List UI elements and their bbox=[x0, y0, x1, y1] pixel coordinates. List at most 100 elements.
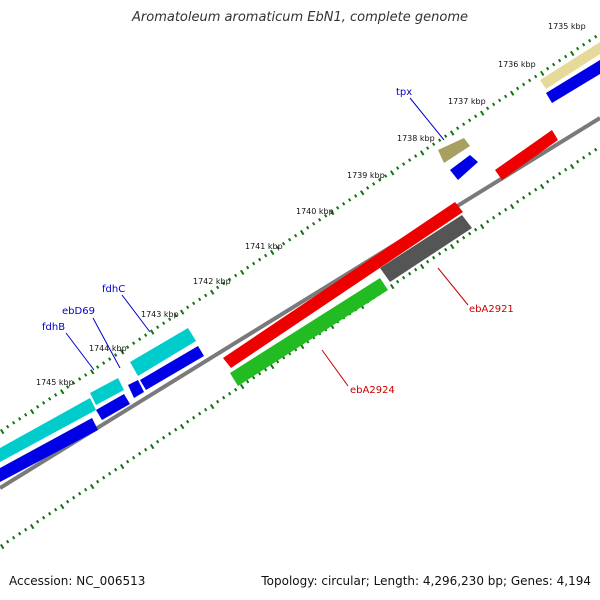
outer-tick bbox=[41, 401, 46, 405]
outer-tick bbox=[594, 34, 598, 39]
ruler-labels: 1735 kbp 1736 kbp 1737 kbp 1738 kbp 1739… bbox=[36, 22, 586, 387]
inner-tick bbox=[480, 223, 485, 230]
feature-red-1738 bbox=[495, 130, 558, 180]
ruler-label-1739: 1739 kbp bbox=[347, 171, 385, 180]
inner-tick bbox=[24, 527, 28, 532]
outer-tick bbox=[402, 162, 406, 166]
inner-tick bbox=[486, 219, 490, 224]
feature-ebD69-cyan bbox=[90, 378, 124, 405]
ruler-label-1741: 1741 kbp bbox=[245, 242, 283, 251]
inner-tick bbox=[521, 195, 526, 200]
outer-tick bbox=[143, 333, 148, 337]
feature-cds-1735-yellow bbox=[540, 42, 600, 89]
inner-tick bbox=[84, 487, 88, 492]
outer-tick bbox=[60, 389, 65, 395]
inner-tick bbox=[461, 235, 466, 240]
outer-tick bbox=[77, 377, 82, 381]
outer-tick bbox=[155, 325, 160, 330]
inner-tick bbox=[270, 363, 275, 370]
inner-tick bbox=[186, 419, 190, 424]
map-title: Aromatoleum aromaticum EbN1, complete ge… bbox=[132, 10, 468, 25]
outer-tick bbox=[432, 142, 436, 146]
outer-tick bbox=[173, 313, 178, 318]
outer-tick bbox=[384, 174, 388, 178]
outer-tick bbox=[336, 206, 340, 210]
inner-tick bbox=[449, 243, 455, 250]
inner-tick bbox=[47, 511, 52, 516]
inner-tick bbox=[41, 515, 46, 520]
inner-tick bbox=[498, 211, 502, 216]
outer-tick bbox=[288, 237, 292, 242]
outer-tick bbox=[468, 118, 472, 123]
outer-tick bbox=[186, 305, 190, 310]
inner-tick bbox=[168, 431, 172, 436]
outer-tick bbox=[318, 217, 322, 222]
label-ebD69: ebD69 bbox=[62, 306, 95, 317]
inner-tick bbox=[227, 391, 232, 396]
inner-tick bbox=[95, 479, 100, 484]
outer-tick bbox=[534, 74, 538, 79]
outer-tick bbox=[456, 126, 460, 131]
inner-tick bbox=[131, 455, 136, 460]
ruler-label-1737: 1737 kbp bbox=[448, 97, 486, 106]
inner-tick bbox=[215, 399, 220, 404]
inner-tick bbox=[233, 387, 238, 392]
inner-tick bbox=[108, 471, 112, 476]
outer-tick bbox=[426, 146, 430, 150]
outer-tick bbox=[449, 130, 455, 136]
inner-tick bbox=[155, 439, 160, 444]
inner-tick bbox=[245, 379, 250, 384]
inner-tick bbox=[71, 495, 76, 500]
outer-tick bbox=[575, 46, 580, 51]
ruler-label-1738: 1738 kbp bbox=[397, 134, 435, 143]
outer-tick bbox=[17, 416, 22, 421]
outer-tick bbox=[324, 213, 328, 218]
outer-tick bbox=[330, 210, 335, 216]
leader-tpx bbox=[409, 97, 445, 141]
outer-tick bbox=[545, 66, 550, 71]
feature-cds-1735-blue bbox=[546, 60, 600, 103]
outer-tick bbox=[125, 345, 130, 349]
outer-tick bbox=[84, 373, 88, 377]
inner-tick bbox=[258, 371, 262, 376]
outer-tick bbox=[53, 393, 58, 397]
outer-tick bbox=[354, 194, 358, 198]
outer-tick bbox=[35, 405, 40, 409]
outer-tick bbox=[72, 381, 76, 385]
outer-tick bbox=[233, 273, 238, 278]
outer-tick bbox=[396, 166, 400, 170]
feature-ebA2921 bbox=[380, 215, 472, 282]
inner-tick bbox=[510, 203, 515, 210]
inner-tick bbox=[191, 415, 196, 420]
outer-tick bbox=[582, 42, 586, 47]
ruler-label-1743: 1743 kbp bbox=[141, 310, 179, 319]
inner-tick bbox=[390, 283, 395, 290]
outer-tick bbox=[521, 82, 526, 87]
outer-tick bbox=[251, 261, 256, 266]
inner-tick bbox=[143, 447, 148, 452]
outer-tick bbox=[264, 253, 268, 258]
outer-tick bbox=[389, 170, 395, 176]
outer-tick bbox=[30, 409, 35, 415]
inner-tick bbox=[30, 523, 35, 530]
outer-tick bbox=[551, 62, 556, 67]
inner-tick bbox=[492, 215, 496, 220]
inner-tick bbox=[197, 411, 202, 416]
inner-tick bbox=[209, 403, 215, 410]
outer-tick bbox=[276, 245, 280, 250]
label-ebA2924: ebA2924 bbox=[350, 385, 395, 396]
ruler-label-1745: 1745 kbp bbox=[36, 378, 74, 387]
outer-tick bbox=[11, 420, 16, 425]
inner-tick bbox=[564, 167, 568, 172]
outer-tick bbox=[0, 428, 5, 435]
tick-marks bbox=[0, 34, 598, 550]
inner-tick bbox=[119, 463, 125, 470]
outer-tick bbox=[347, 198, 352, 202]
outer-tick bbox=[444, 134, 448, 138]
outer-tick bbox=[474, 114, 478, 119]
inner-tick bbox=[581, 155, 586, 160]
outer-tick bbox=[222, 281, 226, 286]
inner-tick bbox=[222, 395, 226, 400]
